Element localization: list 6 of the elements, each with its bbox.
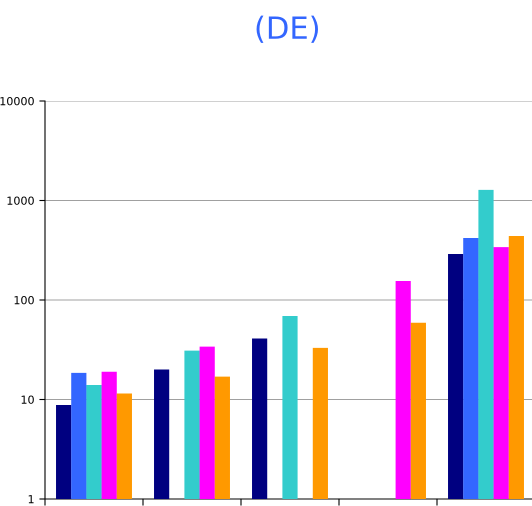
y-tick-label: 100 [14,296,34,304]
chart-title: (DE) [256,16,318,43]
y-tick-label: 10 [22,395,34,404]
y-tick-label: 1000 [8,196,34,205]
y-tick-label: 1 [28,495,34,504]
y-tick-label: 10000 [0,96,34,106]
